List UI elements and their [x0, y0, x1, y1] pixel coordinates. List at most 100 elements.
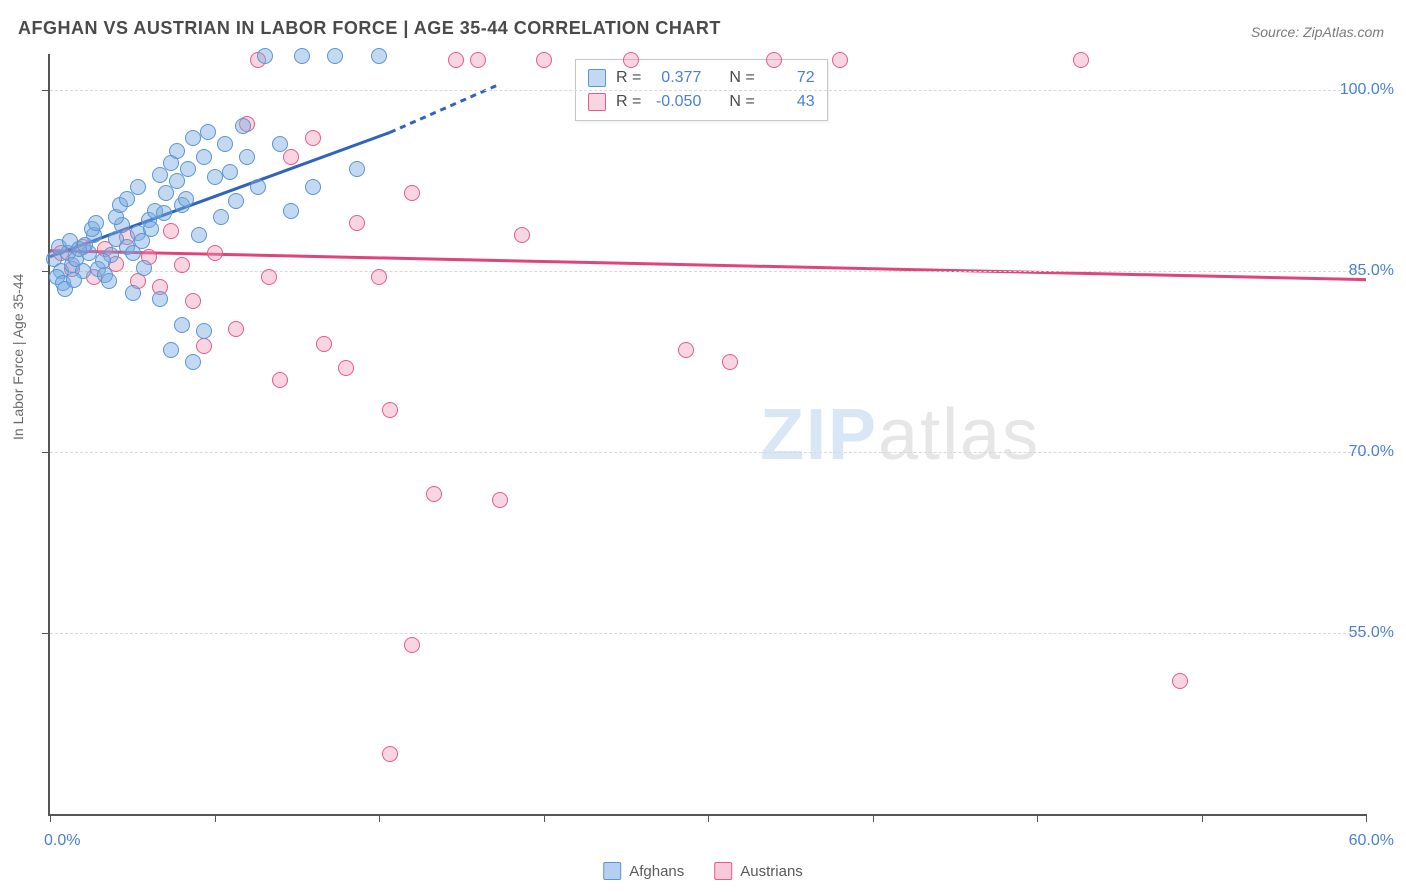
marker-austrian [404, 637, 420, 653]
marker-austrian [163, 223, 179, 239]
x-tick [1037, 814, 1038, 822]
legend-label-austrians: Austrians [740, 863, 803, 880]
marker-afghan [77, 237, 93, 253]
marker-afghan [196, 149, 212, 165]
x-axis-max-label: 60.0% [1349, 832, 1394, 850]
marker-austrian [426, 486, 442, 502]
marker-afghan [156, 205, 172, 221]
stats-R-austrians: -0.050 [651, 90, 701, 114]
watermark: ZIPatlas [760, 394, 1040, 476]
marker-afghan [169, 143, 185, 159]
marker-austrian [766, 52, 782, 68]
marker-afghan [200, 124, 216, 140]
gridline [50, 452, 1366, 453]
marker-afghan [178, 191, 194, 207]
source-label: Source: ZipAtlas.com [1251, 24, 1384, 40]
marker-afghan [207, 169, 223, 185]
x-tick [1366, 814, 1367, 822]
watermark-bold: ZIP [760, 395, 878, 475]
x-tick [215, 814, 216, 822]
stats-row-afghans: R = 0.377 N = 72 [588, 66, 815, 90]
stats-R-afghans: 0.377 [651, 66, 701, 90]
legend-label-afghans: Afghans [629, 863, 684, 880]
marker-afghan [163, 342, 179, 358]
marker-austrian [382, 746, 398, 762]
trend-lines-layer [50, 54, 1366, 814]
marker-austrian [382, 402, 398, 418]
marker-afghan [185, 354, 201, 370]
marker-austrian [536, 52, 552, 68]
marker-austrian [722, 354, 738, 370]
marker-afghan [136, 260, 152, 276]
x-tick [50, 814, 51, 822]
x-tick [873, 814, 874, 822]
legend-item-afghans: Afghans [603, 862, 684, 880]
stats-R-label: R = [616, 66, 641, 90]
marker-afghan [250, 179, 266, 195]
legend-swatch-austrians-icon [714, 862, 732, 880]
marker-afghan [143, 221, 159, 237]
marker-austrian [623, 52, 639, 68]
stats-N-afghans: 72 [765, 66, 815, 90]
x-tick [544, 814, 545, 822]
y-tick-label: 85.0% [1349, 262, 1394, 280]
legend-swatch-afghans-icon [603, 862, 621, 880]
plot-area: ZIPatlas R = 0.377 N = 72 R = -0.050 N =… [48, 54, 1366, 816]
marker-afghan [327, 48, 343, 64]
marker-austrian [316, 336, 332, 352]
stats-row-austrians: R = -0.050 N = 43 [588, 90, 815, 114]
marker-afghan [235, 118, 251, 134]
marker-afghan [130, 179, 146, 195]
marker-austrian [492, 492, 508, 508]
marker-afghan [191, 227, 207, 243]
marker-afghan [95, 253, 111, 269]
stats-N-label: N = [729, 90, 754, 114]
marker-afghan [213, 209, 229, 225]
marker-afghan [272, 136, 288, 152]
legend-item-austrians: Austrians [714, 862, 803, 880]
marker-afghan [185, 130, 201, 146]
y-axis-label: In Labor Force | Age 35-44 [10, 274, 26, 440]
x-tick [708, 814, 709, 822]
marker-austrian [470, 52, 486, 68]
stats-N-label: N = [729, 66, 754, 90]
marker-afghan [349, 161, 365, 177]
marker-austrian [371, 269, 387, 285]
y-tick-label: 70.0% [1349, 443, 1394, 461]
marker-austrian [305, 130, 321, 146]
marker-austrian [196, 338, 212, 354]
marker-austrian [228, 321, 244, 337]
marker-austrian [349, 215, 365, 231]
marker-austrian [678, 342, 694, 358]
x-tick [1202, 814, 1203, 822]
y-tick [42, 90, 50, 91]
marker-afghan [125, 285, 141, 301]
marker-austrian [448, 52, 464, 68]
marker-afghan [101, 273, 117, 289]
marker-austrian [514, 227, 530, 243]
marker-afghan [305, 179, 321, 195]
y-tick-label: 55.0% [1349, 624, 1394, 642]
marker-afghan [66, 272, 82, 288]
y-tick [42, 452, 50, 453]
marker-afghan [88, 215, 104, 231]
marker-austrian [207, 245, 223, 261]
marker-afghan [222, 164, 238, 180]
marker-austrian [338, 360, 354, 376]
marker-austrian [272, 372, 288, 388]
gridline [50, 271, 1366, 272]
gridline [50, 633, 1366, 634]
x-tick [379, 814, 380, 822]
marker-afghan [196, 323, 212, 339]
gridline [50, 90, 1366, 91]
stats-R-label: R = [616, 90, 641, 114]
marker-austrian [832, 52, 848, 68]
marker-afghan [174, 317, 190, 333]
marker-austrian [283, 149, 299, 165]
marker-afghan [152, 291, 168, 307]
marker-afghan [257, 48, 273, 64]
swatch-afghans-icon [588, 69, 606, 87]
marker-austrian [1172, 673, 1188, 689]
y-tick-label: 100.0% [1340, 81, 1394, 99]
marker-austrian [185, 293, 201, 309]
